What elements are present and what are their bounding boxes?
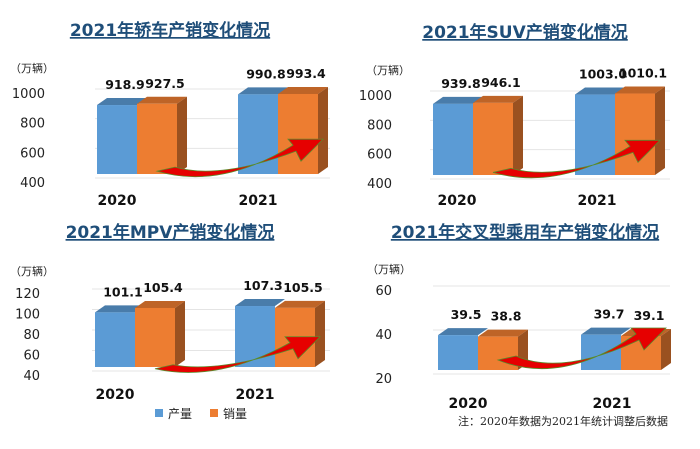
data-label: 993.4: [286, 66, 326, 81]
bar-top: [433, 96, 483, 104]
chart-1: 2021年轿车产销变化情况 （万辆） 400 600 800 1000 918.9 927.5…: [10, 20, 330, 209]
bar-side: [661, 328, 671, 370]
y-tick-label: 100: [15, 308, 40, 323]
bar-top: [438, 328, 488, 336]
unit-label: （万辆）: [10, 61, 54, 75]
bar-销量-2020: [473, 102, 513, 175]
bar-产量-2020: [438, 335, 478, 370]
y-tick-label: 400: [367, 177, 392, 192]
legend-label: 销量: [223, 407, 247, 421]
bar-销量-2021: [278, 93, 318, 174]
y-tick-label: 600: [20, 146, 45, 161]
bar-top: [137, 96, 187, 104]
data-label: 39.5: [451, 307, 482, 322]
legend: 产量 销量: [155, 407, 247, 421]
data-label: 105.5: [283, 280, 323, 295]
data-label: 918.9: [105, 77, 145, 92]
data-label: 39.1: [634, 308, 665, 323]
data-label: 38.8: [491, 309, 522, 324]
growth-arrow-icon: [496, 327, 667, 370]
y-tick-label: 60: [375, 284, 392, 299]
data-label: 101.1: [103, 284, 143, 299]
bar-top: [97, 98, 147, 106]
chart-4: 2021年交叉型乘用车产销变化情况 （万辆） 20 40 60 39.5 38.8 2020 3…: [367, 222, 671, 412]
bar-side: [175, 300, 185, 367]
bar-side: [315, 300, 325, 367]
y-tick-label: 1000: [12, 87, 45, 102]
bar-top: [235, 299, 285, 307]
data-label: 927.5: [145, 76, 185, 91]
bar-产量-2020: [433, 103, 473, 175]
unit-label: （万辆）: [366, 63, 410, 77]
y-tick-label: 400: [20, 176, 45, 191]
legend-swatch: [155, 409, 163, 417]
category-label: 2021: [593, 396, 632, 412]
bar-销量-2020: [137, 103, 177, 174]
data-label: 1010.1: [619, 66, 667, 81]
bar-top: [135, 300, 185, 308]
footnote: 注：2020年数据为2021年统计调整后数据: [458, 414, 668, 428]
bar-side: [513, 95, 523, 175]
unit-label: （万辆）: [367, 262, 411, 276]
bar-产量-2021: [581, 334, 621, 370]
chart-title: 2021年轿车产销变化情况: [70, 20, 270, 41]
data-label: 946.1: [481, 75, 521, 90]
bar-top: [238, 87, 288, 95]
category-label: 2020: [438, 193, 477, 209]
data-label: 990.8: [246, 66, 286, 81]
y-tick-label: 40: [23, 369, 40, 384]
y-tick-label: 1000: [359, 89, 392, 104]
bar-side: [318, 86, 328, 174]
data-label: 107.3: [243, 278, 283, 293]
bar-side: [177, 96, 187, 174]
bar-top: [581, 327, 631, 335]
y-tick-label: 20: [375, 372, 392, 387]
y-tick-label: 80: [23, 328, 40, 343]
data-label: 39.7: [594, 307, 625, 322]
data-label: 105.4: [143, 280, 183, 295]
growth-arrow-icon: [154, 336, 321, 373]
y-tick-label: 600: [367, 148, 392, 163]
y-tick-label: 800: [20, 117, 45, 132]
category-label: 2021: [239, 193, 278, 209]
category-label: 2021: [236, 387, 275, 403]
bar-销量-2020: [135, 307, 175, 367]
chart-title: 2021年MPV产销变化情况: [66, 222, 275, 243]
y-tick-label: 800: [367, 118, 392, 133]
category-label: 2021: [578, 193, 617, 209]
category-label: 2020: [98, 193, 137, 209]
growth-arrow-icon: [492, 139, 661, 179]
y-tick-label: 120: [15, 287, 40, 302]
growth-arrow-icon: [155, 138, 324, 178]
data-label: 1003.0: [579, 67, 628, 82]
chart-3: 2021年MPV产销变化情况 （万辆） 40 60 80 100 120 101.1 105.4…: [10, 222, 330, 403]
category-label: 2020: [96, 387, 135, 403]
bar-产量-2020: [95, 312, 135, 367]
data-label: 939.8: [441, 76, 481, 91]
y-tick-label: 40: [375, 328, 392, 343]
bar-top: [278, 86, 328, 94]
bar-top: [575, 87, 625, 95]
bar-产量-2021: [575, 94, 615, 175]
chart-title: 2021年SUV产销变化情况: [422, 22, 628, 43]
legend-swatch: [210, 409, 218, 417]
bar-产量-2021: [235, 306, 275, 367]
category-label: 2020: [449, 396, 488, 412]
bar-top: [95, 305, 145, 313]
bar-销量-2021: [615, 93, 655, 175]
legend-label: 产量: [168, 407, 192, 421]
bar-side: [655, 86, 665, 175]
bar-产量-2021: [238, 94, 278, 174]
bar-top: [473, 95, 523, 103]
bar-产量-2020: [97, 105, 137, 174]
y-tick-label: 60: [23, 349, 40, 364]
chart-2: 2021年SUV产销变化情况 （万辆） 400 600 800 1000 939.8 946.…: [359, 22, 670, 209]
bar-top: [615, 86, 665, 94]
bar-top: [275, 300, 325, 308]
bar-top: [478, 329, 528, 337]
chart-title: 2021年交叉型乘用车产销变化情况: [391, 222, 659, 243]
unit-label: （万辆）: [10, 264, 54, 278]
